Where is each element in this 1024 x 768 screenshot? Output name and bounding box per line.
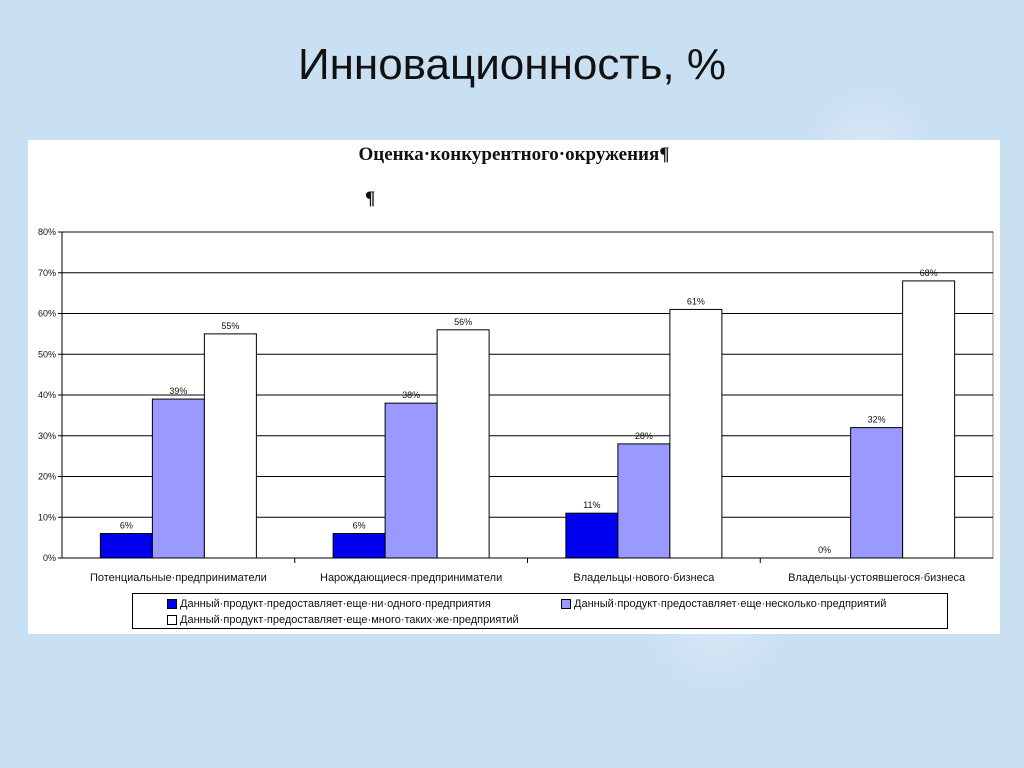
y-tick-label: 60% bbox=[38, 309, 56, 319]
data-label: 38% bbox=[402, 390, 420, 400]
legend-item-series-3: Данный·продукт·предоставляет·еще·много·т… bbox=[167, 614, 519, 626]
bar bbox=[384, 402, 438, 559]
legend-swatch-series-2 bbox=[561, 599, 571, 609]
bar bbox=[617, 443, 671, 559]
y-tick-label: 10% bbox=[38, 512, 56, 522]
legend-label-series-3: Данный·продукт·предоставляет·еще·много·т… bbox=[180, 614, 519, 626]
y-tick-label: 50% bbox=[38, 349, 56, 359]
data-label: 68% bbox=[920, 268, 938, 278]
x-tick-label: Потенциальные·предприниматели bbox=[90, 572, 267, 584]
chart-title: Оценка·конкурентного·окружения¶ bbox=[358, 144, 670, 165]
bar bbox=[565, 512, 619, 559]
bar bbox=[850, 427, 904, 559]
bar bbox=[332, 533, 386, 559]
data-label: 6% bbox=[120, 521, 133, 531]
y-tick-label: 30% bbox=[38, 431, 56, 441]
bar bbox=[436, 329, 490, 559]
data-label: 6% bbox=[353, 521, 366, 531]
data-label: 56% bbox=[454, 317, 472, 327]
bar bbox=[669, 308, 723, 559]
chart-panel: Оценка·конкурентного·окружения¶ ¶ 0% 10% 2… bbox=[28, 140, 1000, 634]
x-tick-label: Владельцы·нового·бизнеса bbox=[573, 572, 715, 584]
legend-item-series-1: Данный·продукт·предоставляет·еще·ни·одно… bbox=[167, 598, 491, 610]
data-label: 55% bbox=[221, 321, 239, 331]
data-label: 11% bbox=[583, 500, 600, 510]
bar bbox=[902, 280, 956, 559]
chart-title-mark: ¶ bbox=[365, 188, 376, 209]
x-tick-label: Нарождающиеся·предприниматели bbox=[320, 572, 502, 584]
data-label: 32% bbox=[868, 415, 886, 425]
bar bbox=[203, 333, 257, 559]
bar bbox=[99, 533, 153, 559]
data-label: 28% bbox=[635, 431, 653, 441]
legend-label-series-1: Данный·продукт·предоставляет·еще·ни·одно… bbox=[180, 598, 491, 610]
data-label: 61% bbox=[687, 296, 705, 306]
legend-item-series-2: Данный·продукт·предоставляет·еще·несколь… bbox=[561, 598, 886, 610]
x-tick-label: Владельцы·устоявшегося·бизнеса bbox=[788, 572, 966, 584]
chart-legend: Данный·продукт·предоставляет·еще·ни·одно… bbox=[132, 593, 948, 629]
slide-title: Инновационность, % bbox=[297, 40, 726, 89]
y-tick-label: 40% bbox=[38, 390, 56, 400]
legend-swatch-series-1 bbox=[167, 599, 177, 609]
data-label: 0% bbox=[818, 545, 831, 555]
y-tick-label: 0% bbox=[43, 553, 56, 563]
y-tick-label: 80% bbox=[38, 227, 56, 237]
legend-label-series-2: Данный·продукт·предоставляет·еще·несколь… bbox=[574, 598, 887, 610]
y-tick-label: 20% bbox=[38, 472, 56, 482]
legend-swatch-series-3 bbox=[167, 615, 177, 625]
bar-chart: 0% 10% 20% 30% 40% 50% 60% 70% 80% 6% 39% 55% Потенц… bbox=[38, 227, 994, 584]
y-tick-label: 70% bbox=[38, 268, 56, 278]
bar bbox=[151, 398, 205, 559]
data-label: 39% bbox=[169, 386, 187, 396]
